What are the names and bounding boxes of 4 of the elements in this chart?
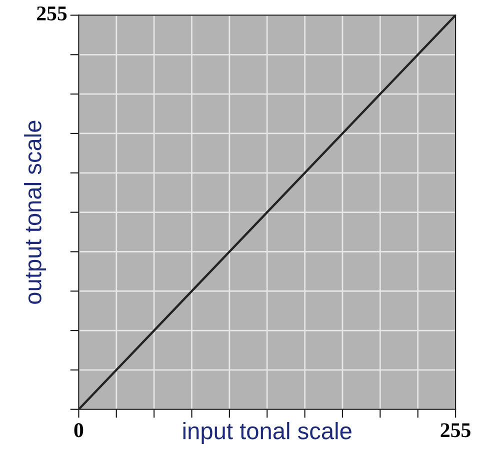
text: 255 xyxy=(37,6,67,20)
x-axis-title: input tonal scale xyxy=(183,422,352,444)
y-axis-title: output tonal scale xyxy=(24,120,46,304)
x-tick-label: 0 xyxy=(74,423,84,438)
